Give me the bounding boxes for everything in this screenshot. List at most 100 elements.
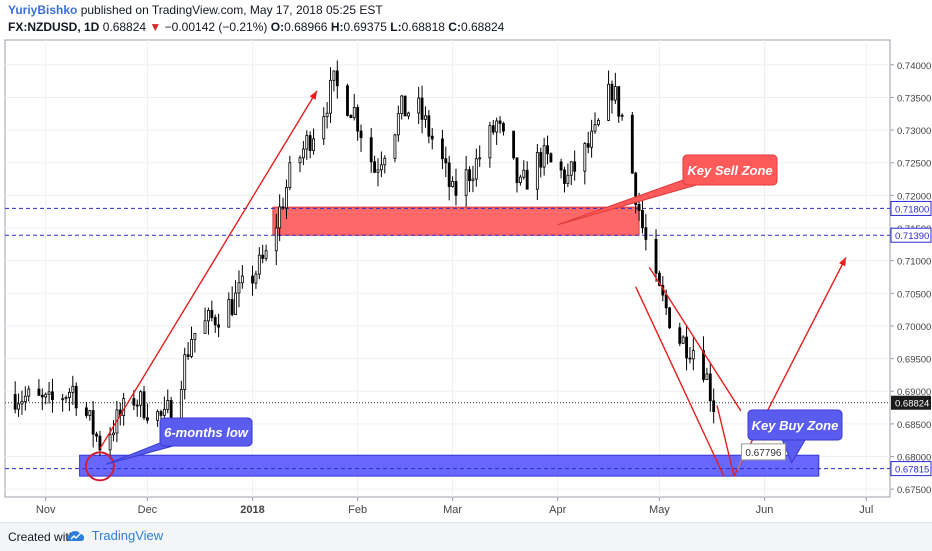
downtrend-line-upper	[648, 266, 742, 412]
y-tick-label: 0.68500	[897, 420, 931, 431]
candle-body	[71, 385, 75, 393]
candle-body	[23, 395, 27, 402]
high-value: 0.69375	[343, 20, 387, 34]
low-highlight-circle	[84, 451, 115, 482]
candle-body	[332, 70, 336, 81]
candle-body	[522, 169, 526, 178]
close-label: C:	[448, 20, 461, 34]
candle-body	[491, 125, 495, 133]
callout-key-sell-zone-label: Key Sell Zone	[687, 163, 772, 178]
candle-body	[525, 169, 529, 190]
callout-key-buy-zone: Key Buy Zone	[747, 409, 843, 465]
candle-body	[84, 407, 88, 416]
author-name[interactable]: YuriyBishko	[8, 3, 78, 17]
symbol-line: FX:NZDUSD, 1D 0.68824 ▼ −0.00142 (−0.21%…	[8, 20, 504, 34]
candle-body	[132, 398, 136, 406]
candle-body	[549, 153, 553, 163]
candle-body	[335, 70, 339, 87]
candle-body	[681, 336, 685, 344]
candle-body	[630, 114, 634, 174]
candle-body	[95, 433, 98, 437]
y-tick-label: 0.74000	[897, 61, 931, 72]
candle-body	[464, 169, 468, 196]
callout-key-buy-zone-box	[747, 409, 843, 441]
candle-body	[498, 120, 502, 124]
uptrend-arrow-icon	[309, 90, 317, 100]
candle-body	[658, 272, 661, 286]
candle-body	[257, 254, 261, 275]
candle-body	[156, 411, 160, 421]
level-price-label: 0.71390	[895, 231, 929, 242]
y-tick-label: 0.70000	[897, 322, 931, 333]
candle-body	[237, 282, 241, 294]
zones	[79, 206, 820, 477]
candle-body	[712, 400, 716, 413]
candle-body	[430, 135, 434, 140]
callout-key-buy-zone-label: Key Buy Zone	[752, 418, 839, 433]
level-lines	[5, 207, 890, 470]
low-label: L:	[390, 20, 402, 34]
y-tick-label: 0.70500	[897, 289, 931, 300]
candle-body	[535, 152, 539, 190]
x-tick-label: 2018	[240, 504, 264, 516]
candle-body	[254, 273, 258, 284]
candle-body	[305, 135, 309, 150]
candle-body	[620, 114, 624, 117]
candle-body	[417, 97, 421, 114]
candle-body	[512, 130, 516, 159]
candles	[13, 60, 716, 459]
level-price-tag	[890, 461, 932, 477]
open-label: O:	[270, 20, 285, 34]
candle-body	[88, 410, 92, 416]
candle-body	[312, 138, 315, 151]
candle-body	[44, 393, 48, 398]
candle-body	[145, 417, 149, 421]
candle-body	[207, 309, 210, 322]
candle-body	[420, 97, 424, 120]
candle-body	[644, 227, 648, 240]
candle-body	[61, 398, 65, 401]
open-value: 0.68966	[284, 20, 328, 34]
candle-body	[210, 309, 214, 318]
axes: Nov Dec 2018 Feb Mar Apr May Jun Jul 0.67500 0.680…	[36, 61, 932, 516]
candle-body	[51, 391, 54, 401]
candle-body	[590, 130, 594, 148]
candle-body	[74, 385, 78, 409]
candle-body	[278, 206, 282, 229]
candle-body	[376, 169, 380, 173]
candle-body	[166, 400, 170, 410]
candle-body	[112, 432, 115, 436]
high-label: H:	[330, 20, 344, 34]
candle-body	[274, 227, 278, 252]
candle-body	[471, 178, 475, 182]
callout-6-months-low: 6-months low	[105, 417, 253, 465]
candle-body	[474, 158, 478, 180]
x-tick-label: Jul	[859, 504, 873, 516]
candle-body	[91, 410, 95, 435]
candle-body	[213, 317, 217, 326]
candle-body	[559, 161, 563, 171]
x-tick-label: Feb	[348, 504, 367, 516]
candle-body	[40, 394, 44, 398]
level-price-label: 0.67815	[895, 465, 929, 476]
candle-body	[17, 403, 20, 410]
candle-body	[468, 169, 471, 182]
candle-body	[708, 373, 712, 402]
candle-body	[68, 392, 71, 398]
candle-body	[186, 354, 190, 357]
candle-body	[393, 134, 397, 159]
tradingview-link[interactable]: TradingView	[66, 527, 163, 544]
candle-body	[678, 327, 682, 344]
candle-body	[586, 143, 590, 148]
price-chart[interactable]: Nov Dec 2018 Feb Mar Apr May Jun Jul 0.67500 0.680…	[0, 0, 932, 522]
x-tick-label: Apr	[549, 504, 566, 516]
candle-body	[47, 391, 51, 395]
current-price-tag	[891, 395, 931, 410]
candle-body	[566, 174, 570, 184]
candle-body	[169, 400, 173, 420]
candle-body	[515, 157, 519, 183]
candle-body	[13, 394, 17, 410]
x-tick-label: Jun	[756, 504, 774, 516]
candle-body	[546, 145, 549, 155]
candle-body	[359, 130, 363, 139]
